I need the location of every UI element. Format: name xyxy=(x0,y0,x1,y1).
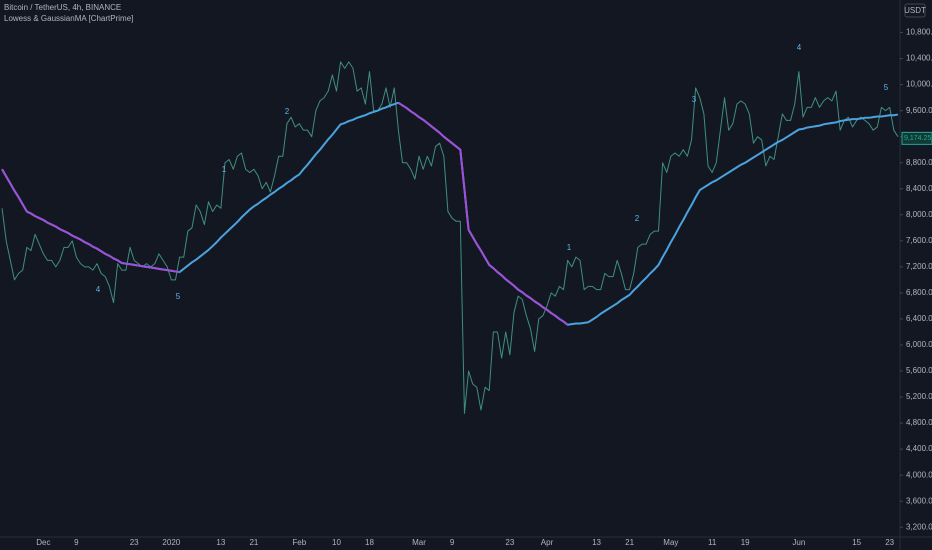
ma-falling-segment xyxy=(397,101,569,326)
wave-label: 5 xyxy=(176,292,181,301)
y-tick-label: 6,000.00 xyxy=(906,340,932,349)
x-tick-label: Jun xyxy=(792,538,805,547)
wave-label: 4 xyxy=(797,43,802,52)
x-tick-label: 13 xyxy=(592,538,601,547)
y-tick-label: 8,000.00 xyxy=(906,210,932,219)
wave-label: 5 xyxy=(884,83,889,92)
y-tick-label: 3,600.00 xyxy=(906,496,932,505)
y-tick-label: 9,600.00 xyxy=(906,106,932,115)
wave-label: 1 xyxy=(222,165,227,174)
wave-label: 2 xyxy=(285,107,290,116)
currency-box[interactable] xyxy=(904,3,926,18)
x-tick-label: Dec xyxy=(36,538,50,547)
x-tick-label: May xyxy=(663,538,678,547)
x-tick-label: 9 xyxy=(450,538,455,547)
x-tick-label: 21 xyxy=(625,538,634,547)
wave-label: 4 xyxy=(96,285,101,294)
x-tick-label: 15 xyxy=(852,538,861,547)
x-tick-label: Feb xyxy=(292,538,306,547)
x-tick-label: 18 xyxy=(365,538,374,547)
last-price-label: 9,174.25 xyxy=(904,135,931,142)
y-tick-label: 3,200.00 xyxy=(906,522,932,531)
y-tick-label: 4,400.00 xyxy=(906,444,932,453)
y-tick-label: 6,400.00 xyxy=(906,314,932,323)
y-tick-label: 4,800.00 xyxy=(906,418,932,427)
wave-label: 1 xyxy=(567,243,572,252)
price-line xyxy=(1,61,899,414)
y-tick-label: 6,800.00 xyxy=(906,288,932,297)
x-tick-label: 19 xyxy=(741,538,750,547)
last-price-tag xyxy=(901,131,932,145)
wave-label: 3 xyxy=(692,95,697,104)
y-tick-label: 10,000.00 xyxy=(906,80,932,89)
y-tick-label: 10,800.00 xyxy=(906,28,932,37)
y-tick-label: 5,200.00 xyxy=(906,392,932,401)
x-tick-label: 23 xyxy=(130,538,139,547)
x-tick-label: 10 xyxy=(332,538,341,547)
x-tick-label: 13 xyxy=(216,538,225,547)
y-tick-label: 7,200.00 xyxy=(906,262,932,271)
x-tick-label: 11 xyxy=(708,538,717,547)
y-tick-label: 7,600.00 xyxy=(906,236,932,245)
currency-label[interactable]: USDT xyxy=(904,6,926,15)
x-tick-label: 23 xyxy=(885,538,894,547)
symbol-title: Bitcoin / TetherUS, 4h, BINANCE xyxy=(4,3,121,12)
x-tick-label: 23 xyxy=(505,538,514,547)
y-tick-label: 4,000.00 xyxy=(906,470,932,479)
x-tick-label: Mar xyxy=(412,538,426,547)
x-tick-label: 2020 xyxy=(162,538,180,547)
y-tick-label: 8,800.00 xyxy=(906,158,932,167)
x-tick-label: 9 xyxy=(74,538,79,547)
ma-falling-segment xyxy=(1,168,180,274)
y-tick-label: 10,400.00 xyxy=(906,54,932,63)
x-tick-label: 21 xyxy=(249,538,258,547)
x-tick-label: Apr xyxy=(541,538,554,547)
indicator-title: Lowess & GaussianMA [ChartPrime] xyxy=(4,14,133,23)
y-tick-label: 8,400.00 xyxy=(906,184,932,193)
y-tick-label: 5,600.00 xyxy=(906,366,932,375)
wave-label: 2 xyxy=(635,214,640,223)
